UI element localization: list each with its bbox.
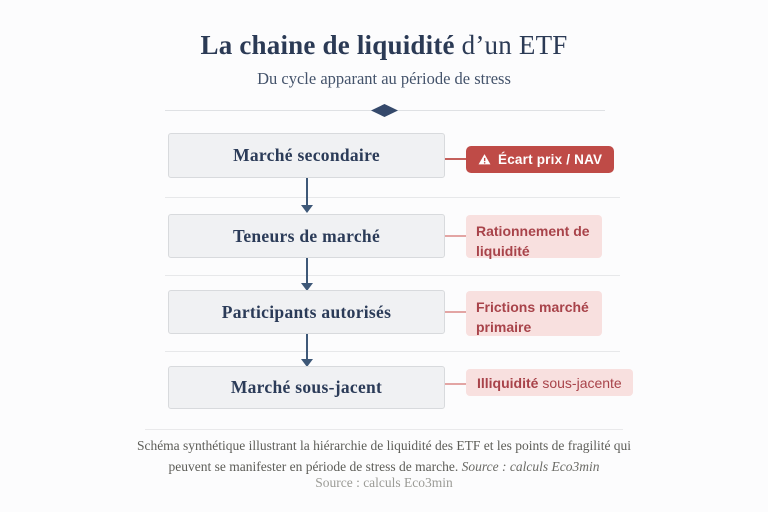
- annotation-label: Écart prix / NAV: [498, 152, 603, 167]
- page-subtitle: Du cycle apparant au période de stress: [257, 69, 511, 88]
- flow-step-teneurs-de-marche: Teneurs de marché: [168, 214, 445, 258]
- connector-line: [445, 158, 466, 160]
- annotation-illiquidite-sous-jacente: Illiquidité sous-jacente: [466, 369, 633, 396]
- connector-line: [445, 311, 466, 313]
- flow-arrow: [306, 258, 308, 284]
- flow-step-marche-sous-jacent: Marché sous-jacent: [168, 366, 445, 409]
- figure-caption-text: Schéma synthétique illustrant la hiérarc…: [136, 438, 632, 474]
- section-divider: [165, 275, 620, 276]
- annotation-frictions-marche-primaire: Frictions marché primaire: [466, 291, 602, 336]
- flow-step-label: Marché sous-jacent: [230, 377, 383, 397]
- flow-arrowhead: [301, 359, 313, 367]
- flow-step-label: Marché secondaire: [233, 145, 380, 165]
- figure-caption: Schéma synthétique illustrant la hiérarc…: [124, 436, 644, 478]
- flow-arrow: [306, 334, 308, 360]
- section-divider: [165, 197, 620, 198]
- alert-icon: [478, 153, 491, 166]
- flow-step-label: Teneurs de marché: [232, 225, 381, 246]
- flow-step-marche-secondaire: Marché secondaire: [168, 133, 445, 178]
- flow-arrowhead: [301, 283, 313, 291]
- annotation-ecart-prix-nav: Écart prix / NAV: [466, 146, 615, 173]
- annotation-label-rest: sous-jacente: [538, 375, 622, 391]
- connector-line: [445, 383, 466, 385]
- footer-divider: [145, 429, 623, 430]
- page-title-suffix: d’un ETF: [454, 30, 568, 60]
- flow-arrow: [306, 178, 308, 206]
- page-title-main: La chaine de liquidité: [200, 30, 455, 60]
- annotation-label-bold: Illiquidité: [477, 375, 539, 391]
- flow-arrowhead: [301, 205, 313, 213]
- figure-caption-source: Source : calculs Eco3min: [461, 458, 600, 474]
- source-line: Source : calculs Eco3min: [315, 475, 453, 490]
- annotation-rationnement-liquidite: Rationnement de liquidité: [466, 215, 602, 259]
- diamond-separator-icon: [371, 104, 398, 117]
- connector-line: [445, 235, 466, 237]
- section-divider: [165, 351, 620, 352]
- page-title: La chaine de liquidité d’un ETF: [0, 30, 768, 61]
- flow-step-label: Participants autorisés: [221, 301, 392, 322]
- flow-step-participants-autorises: Participants autorisés: [168, 290, 445, 334]
